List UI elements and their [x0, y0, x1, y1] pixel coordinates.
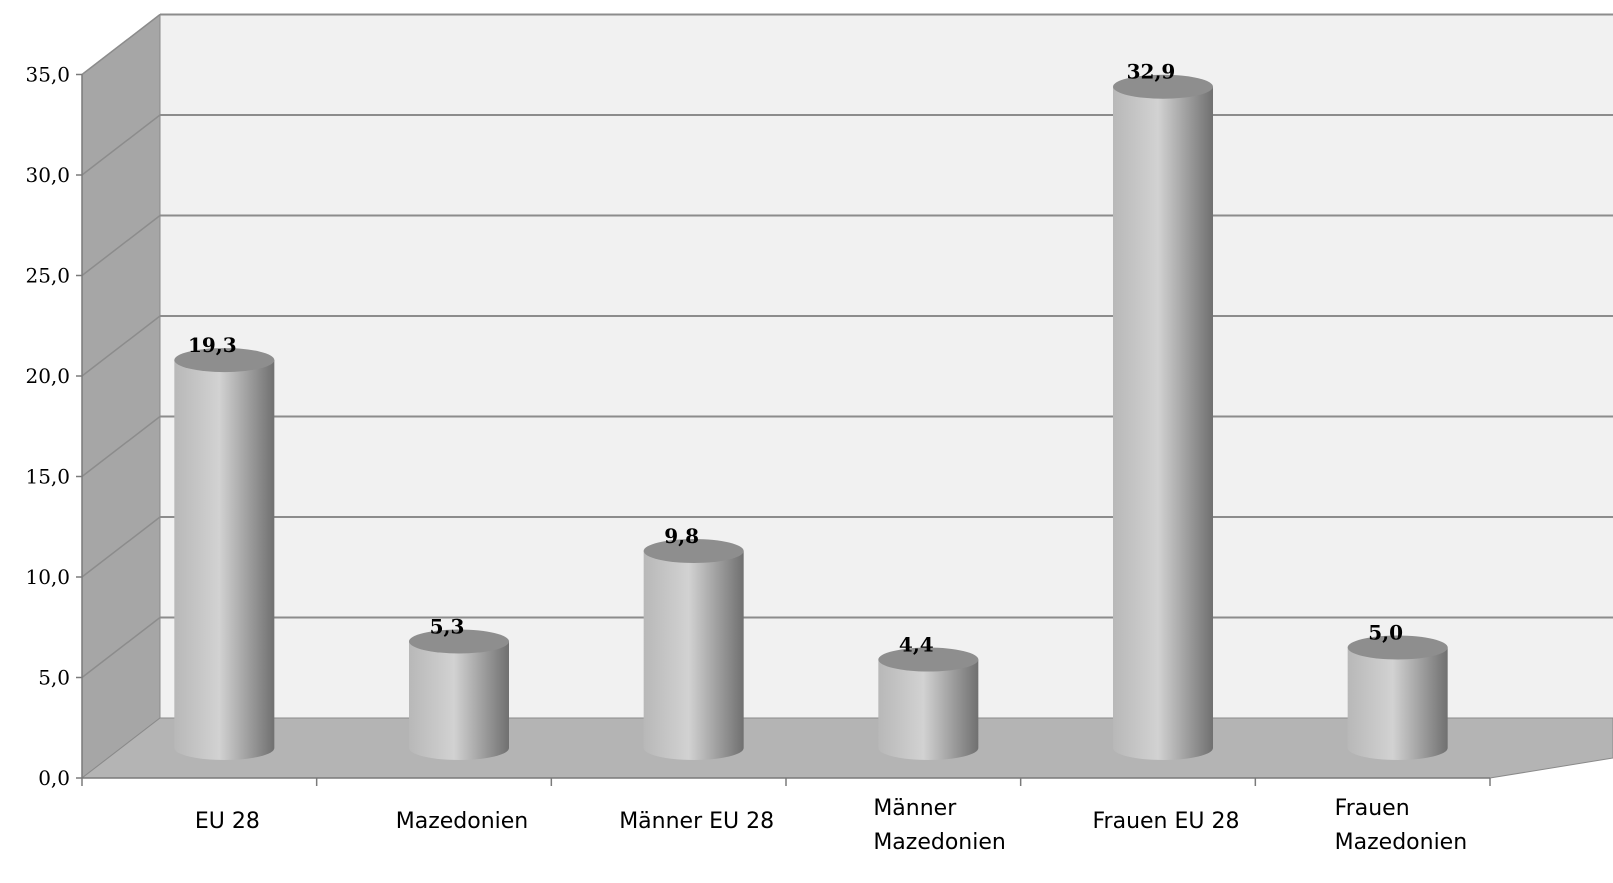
- bar: [1347, 635, 1448, 760]
- bar-body: [174, 360, 275, 760]
- bar-top: [409, 629, 509, 654]
- data-labels: 19,3 5,3 9,8 4,4 32,9 5,0: [188, 60, 1403, 657]
- gridline-side: [81, 214, 161, 277]
- bars: [174, 74, 1448, 760]
- x-tick-label-line: Männer: [873, 796, 957, 821]
- y-tick-label: 0,0: [38, 766, 70, 790]
- x-tick-label: Männer EU 28: [619, 809, 774, 834]
- bar-top: [878, 647, 979, 672]
- data-label: 4,4: [899, 633, 934, 657]
- gridline-side: [81, 114, 161, 176]
- side-wall: [81, 13, 161, 780]
- x-tick-label-line: Mazedonien: [1335, 830, 1468, 855]
- data-label: 5,0: [1368, 621, 1403, 645]
- x-tick-label: Frauen EU 28: [1093, 809, 1240, 834]
- gridlines: [81, 13, 1613, 679]
- bar-top: [1113, 74, 1213, 99]
- bar-top: [643, 539, 744, 564]
- bar-body: [1347, 647, 1448, 760]
- x-tick-label: Männer Mazedonien: [873, 796, 1006, 855]
- bar-body: [1113, 86, 1213, 760]
- gridline-side: [81, 616, 161, 679]
- data-label: 5,3: [430, 614, 465, 638]
- y-tick-label: 10,0: [25, 565, 70, 589]
- bar: [643, 539, 744, 760]
- bar: [174, 348, 275, 760]
- y-tick-label: 15,0: [25, 465, 70, 489]
- bar-top: [174, 348, 275, 373]
- x-tick-label: Frauen Mazedonien: [1335, 796, 1468, 855]
- data-label: 32,9: [1127, 60, 1176, 84]
- bar-top: [1347, 635, 1448, 660]
- bar: [1113, 74, 1213, 760]
- bar: [409, 629, 509, 760]
- gridline-side: [81, 415, 161, 478]
- data-label: 9,8: [664, 524, 699, 548]
- gridline-side: [81, 315, 161, 377]
- bar: [878, 647, 979, 760]
- gridline-side: [81, 516, 161, 578]
- x-tick-label-line: Mazedonien: [873, 830, 1006, 855]
- x-tick-label-line: Frauen: [1335, 796, 1410, 821]
- bar-body: [409, 641, 509, 760]
- back-wall: [160, 14, 1613, 718]
- y-tick-label: 35,0: [25, 63, 70, 87]
- y-tick-label: 25,0: [25, 264, 70, 288]
- bar-body: [878, 659, 979, 760]
- y-tick-label: 20,0: [25, 364, 70, 388]
- x-tick-label: EU 28: [195, 809, 260, 834]
- bar-body: [643, 551, 744, 760]
- y-tick-label: 5,0: [38, 666, 70, 690]
- gridline-side: [81, 13, 161, 76]
- x-tick-label: Mazedonien: [396, 809, 529, 834]
- axes: 0,0 5,0 10,0 15,0 20,0 25,0 30,0 35,0 EU 28 Mazed…: [25, 63, 1491, 855]
- y-tick-label: 30,0: [25, 163, 70, 187]
- data-label: 19,3: [188, 333, 237, 357]
